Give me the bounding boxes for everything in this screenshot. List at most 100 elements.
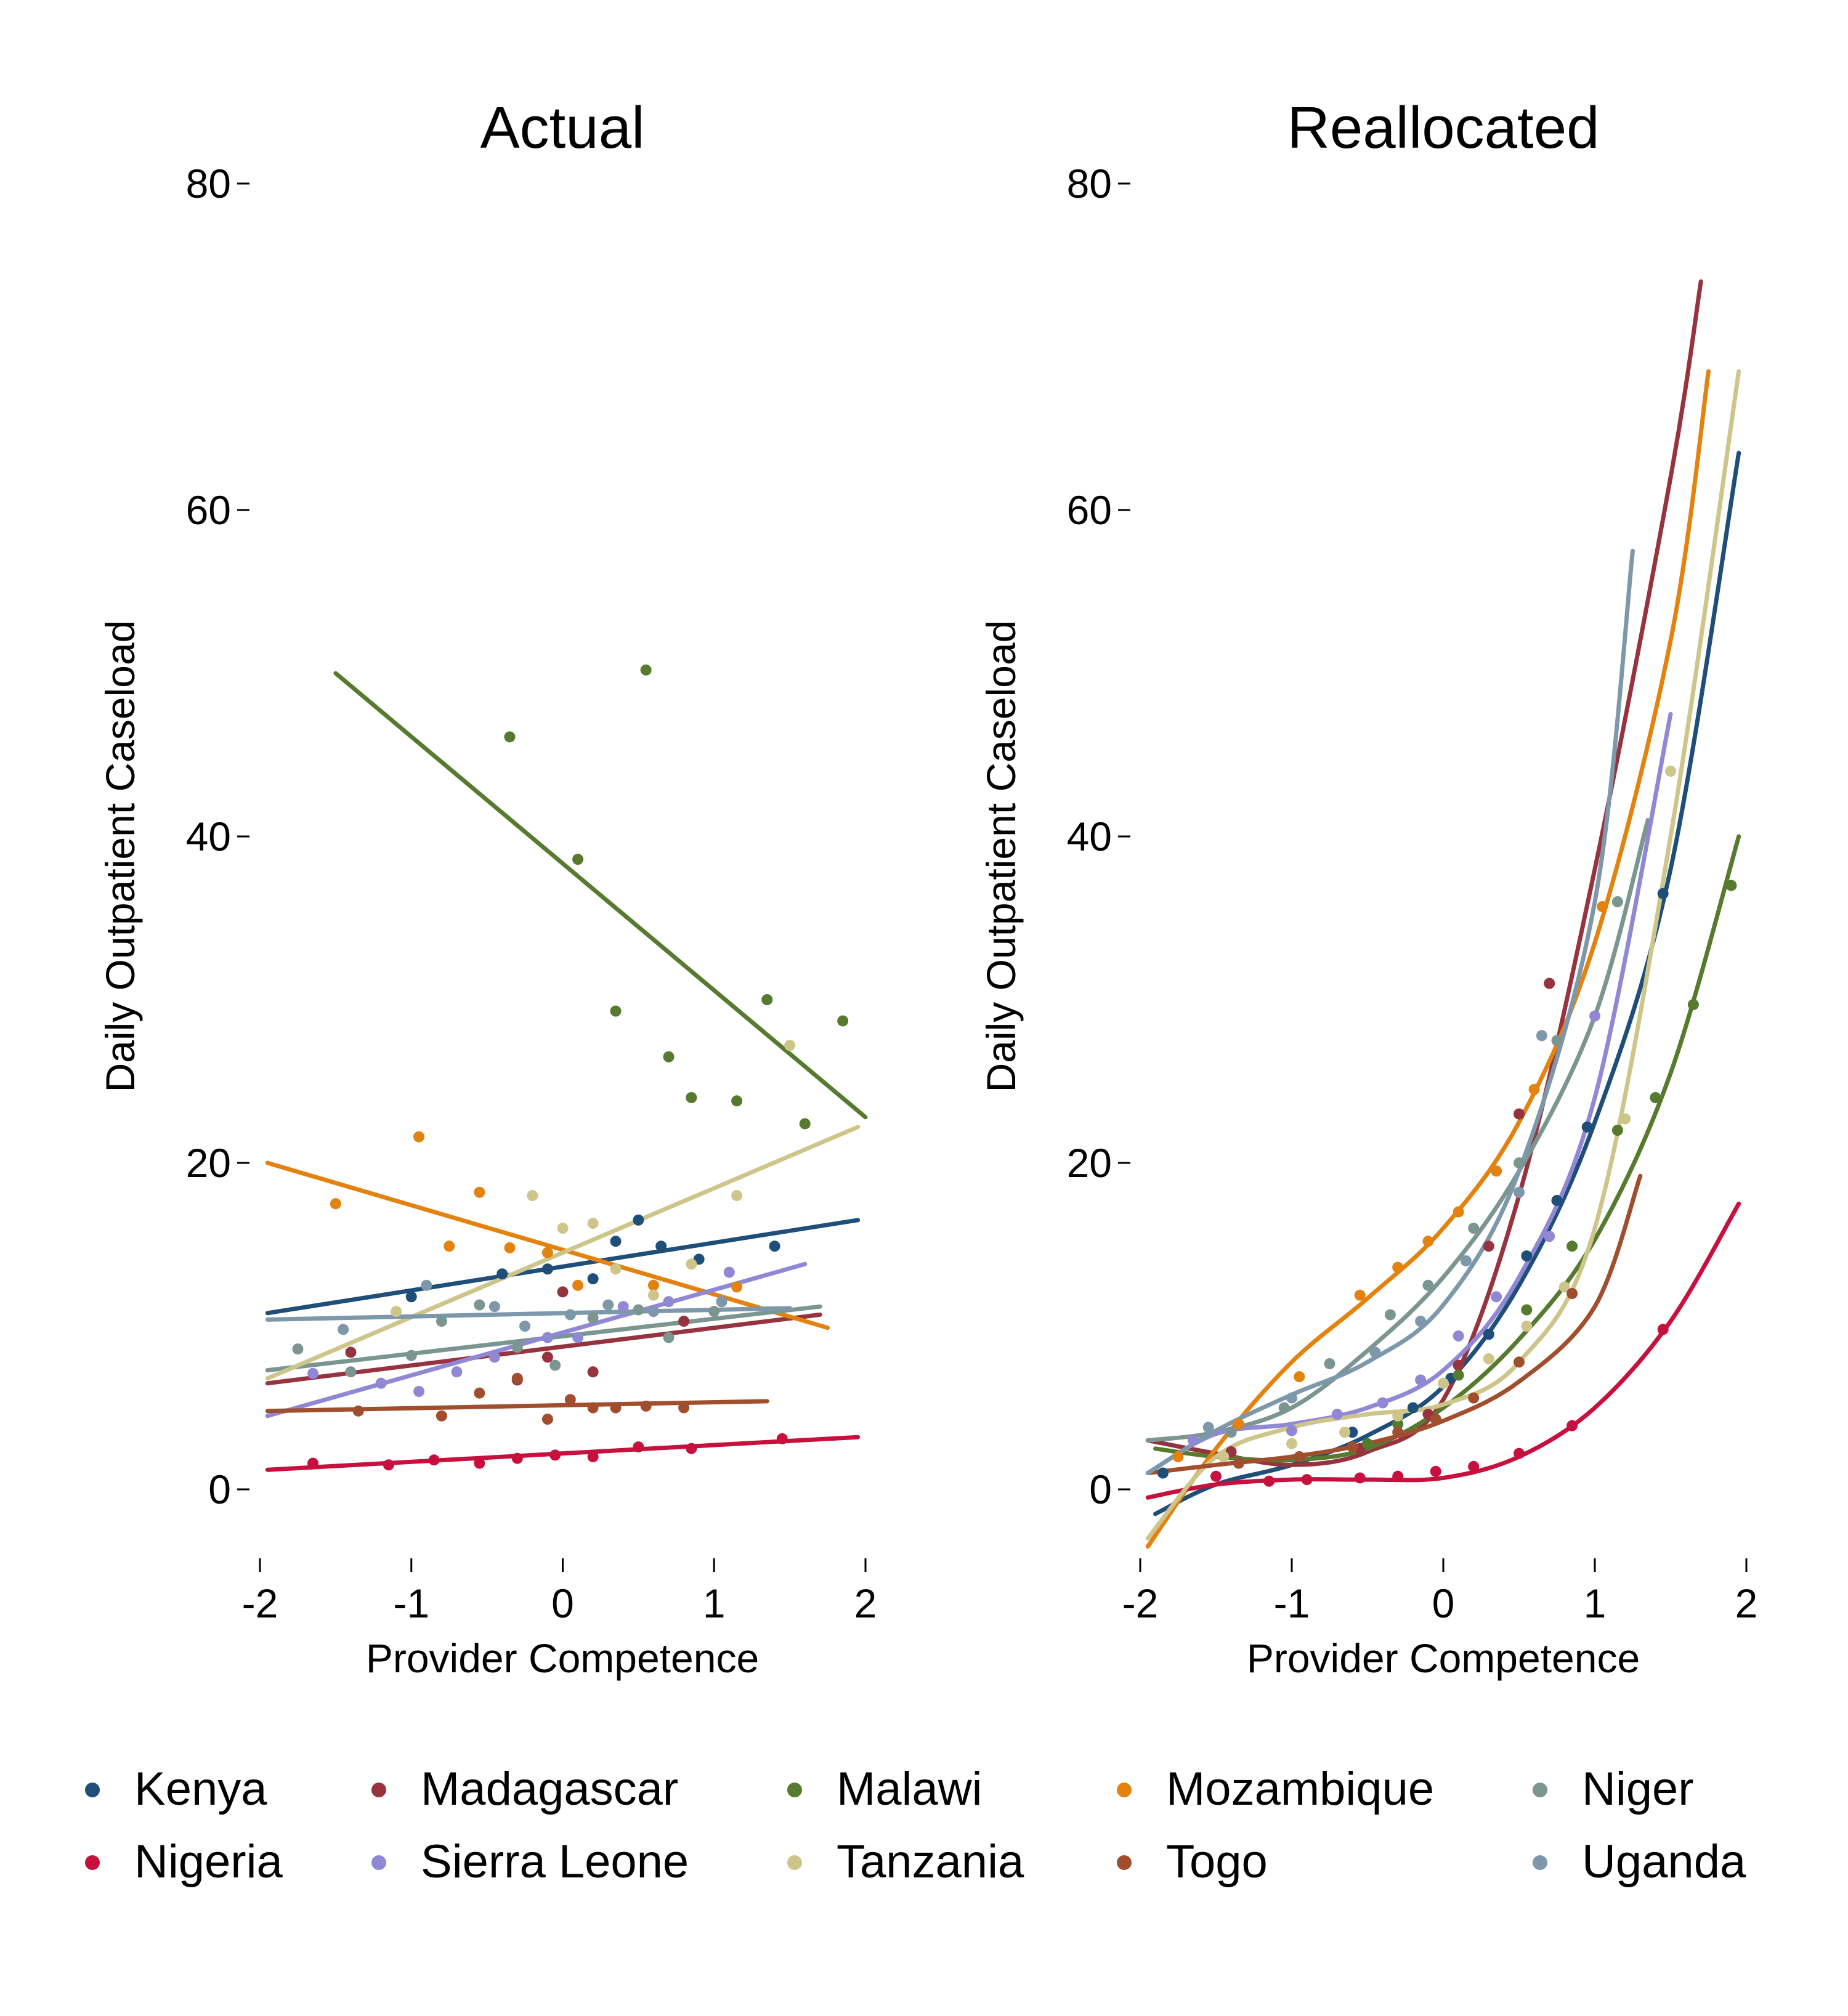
point-niger — [511, 1342, 523, 1353]
point-tanzania — [731, 1190, 743, 1201]
panel-title: Reallocated — [1287, 95, 1600, 161]
x-axis: -2 -1 0 1 2 — [242, 1558, 877, 1626]
point-niger — [587, 1312, 599, 1324]
point-nigeria — [474, 1457, 485, 1469]
point-sierra-leone — [723, 1266, 735, 1278]
point-tanzania — [1438, 1377, 1449, 1389]
point-nigeria — [1430, 1465, 1441, 1477]
point-niger — [1225, 1427, 1237, 1438]
legend-marker — [85, 1855, 100, 1870]
point-sierra-leone — [1377, 1397, 1388, 1409]
point-madagascar — [345, 1346, 357, 1358]
point-kenya — [587, 1273, 599, 1285]
x-tick-label: 0 — [551, 1581, 574, 1626]
legend-label: Tanzania — [837, 1836, 1024, 1888]
point-tanzania — [527, 1190, 538, 1201]
point-uganda — [1202, 1422, 1214, 1433]
point-sierra-leone — [375, 1377, 387, 1389]
point-kenya — [1407, 1402, 1419, 1414]
x-tick-label: 1 — [1584, 1581, 1607, 1626]
point-nigeria — [1566, 1420, 1578, 1431]
point-sierra-leone — [663, 1296, 675, 1308]
x-tick-label: -2 — [1122, 1581, 1159, 1626]
point-malawi — [1725, 880, 1737, 891]
fit-line-madagascar — [1145, 279, 1703, 1467]
point-togo — [1392, 1427, 1404, 1438]
fit-lines — [1145, 279, 1741, 1549]
point-niger — [1514, 1157, 1525, 1168]
point-sierra-leone — [1544, 1231, 1555, 1242]
fit-line-kenya — [1153, 450, 1741, 1516]
point-tanzania — [1521, 1321, 1533, 1332]
point-uganda — [602, 1299, 614, 1311]
point-malawi — [1650, 1092, 1661, 1103]
point-mozambique — [1528, 1083, 1540, 1095]
fit-line-tanzania — [265, 1125, 861, 1381]
x-tick-label: 1 — [703, 1581, 726, 1626]
point-malawi — [640, 664, 652, 676]
point-niger — [1384, 1309, 1396, 1321]
point-uganda — [519, 1321, 531, 1332]
legend-marker — [1117, 1855, 1132, 1870]
fit-line-nigeria — [1145, 1201, 1741, 1500]
point-malawi — [686, 1092, 697, 1103]
point-uganda — [338, 1324, 349, 1335]
point-kenya — [1347, 1427, 1358, 1438]
point-madagascar — [1483, 1241, 1494, 1252]
point-nigeria — [511, 1452, 523, 1464]
point-malawi — [1453, 1369, 1464, 1381]
point-mozambique — [1597, 901, 1608, 912]
point-malawi — [1362, 1438, 1373, 1449]
legend-marker — [787, 1783, 802, 1797]
point-nigeria — [1657, 1324, 1669, 1335]
fit-line-togo — [265, 1399, 769, 1414]
panel-reallocated: Reallocated Daily Outpatient Caseload Pr… — [978, 95, 1757, 1681]
x-axis-title: Provider Competence — [1247, 1635, 1640, 1681]
point-niger — [1468, 1223, 1480, 1234]
point-kenya — [405, 1291, 417, 1303]
point-tanzania — [1483, 1353, 1494, 1364]
point-malawi — [1687, 998, 1699, 1010]
point-uganda — [1369, 1346, 1381, 1358]
point-mozambique — [444, 1241, 455, 1252]
point-kenya — [1657, 888, 1669, 899]
y-axis-title: Daily Outpatient Caseload — [978, 620, 1024, 1093]
point-niger — [633, 1304, 644, 1316]
point-malawi — [837, 1015, 849, 1027]
y-tick-label: 0 — [208, 1467, 231, 1512]
fit-line-mozambique — [1145, 369, 1711, 1549]
point-tanzania — [1286, 1438, 1297, 1449]
point-tanzania — [1558, 1281, 1570, 1293]
point-sierra-leone — [1286, 1425, 1297, 1436]
point-kenya — [610, 1236, 622, 1247]
point-niger — [1611, 896, 1623, 907]
point-sierra-leone — [1188, 1435, 1199, 1446]
point-tanzania — [557, 1223, 569, 1234]
point-sierra-leone — [488, 1351, 500, 1363]
point-togo — [511, 1372, 523, 1384]
point-mozambique — [413, 1131, 425, 1143]
y-tick-label: 20 — [1067, 1140, 1112, 1186]
point-uganda — [1415, 1316, 1427, 1327]
point-mozambique — [1422, 1236, 1434, 1247]
point-niger — [1278, 1402, 1290, 1414]
point-nigeria — [383, 1459, 394, 1471]
x-tick-label: -2 — [242, 1581, 278, 1626]
point-kenya — [1581, 1121, 1593, 1133]
point-sierra-leone — [572, 1332, 584, 1343]
point-madagascar — [1544, 978, 1555, 989]
point-niger — [1551, 1035, 1563, 1046]
legend-label: Nigeria — [134, 1836, 283, 1888]
legend-marker — [371, 1855, 386, 1870]
x-tick-label: 2 — [854, 1581, 877, 1626]
point-mozambique — [1172, 1451, 1184, 1462]
point-nigeria — [1468, 1460, 1480, 1472]
point-tanzania — [610, 1263, 622, 1275]
point-togo — [564, 1394, 576, 1406]
point-nigeria — [428, 1454, 440, 1466]
legend-label: Niger — [1582, 1763, 1694, 1815]
x-tick-label: -1 — [1274, 1581, 1310, 1626]
point-malawi — [610, 1005, 622, 1017]
point-tanzania — [686, 1258, 697, 1270]
